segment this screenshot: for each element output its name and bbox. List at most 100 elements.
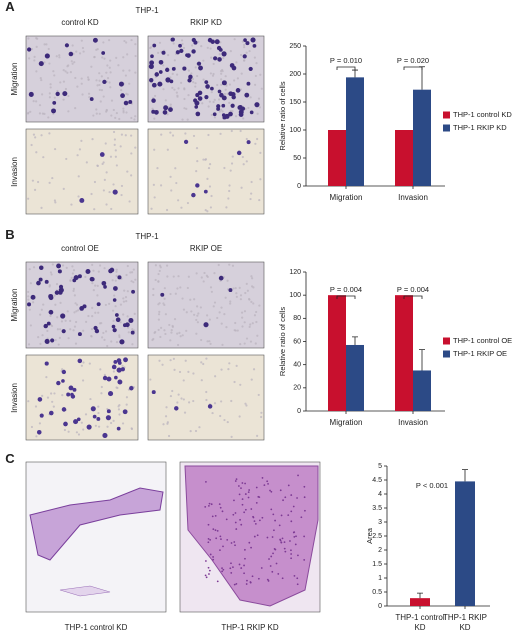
cell: [238, 109, 244, 115]
pore: [211, 411, 214, 415]
nucleus: [219, 549, 221, 552]
cell: [221, 103, 226, 108]
pore: [49, 83, 52, 86]
pore: [238, 286, 241, 289]
cell: [174, 406, 179, 411]
cell: [243, 38, 247, 42]
pore: [157, 313, 161, 316]
pore: [125, 273, 128, 277]
pore: [165, 208, 169, 212]
cell: [230, 103, 235, 108]
pore: [247, 106, 250, 110]
pore: [112, 130, 116, 134]
cell: [56, 380, 61, 386]
pore: [247, 297, 251, 301]
pore: [209, 72, 212, 75]
p-value: P < 0.001: [416, 481, 448, 490]
pore: [125, 111, 128, 114]
pore: [112, 419, 115, 422]
cell: [27, 47, 32, 52]
pore: [94, 424, 97, 427]
pore: [108, 190, 111, 194]
pore: [98, 79, 101, 82]
nucleus: [220, 538, 222, 541]
pore: [82, 361, 85, 364]
pore: [51, 400, 54, 403]
cell: [82, 304, 87, 309]
nucleus: [260, 567, 263, 569]
pore: [160, 326, 163, 329]
nucleus: [289, 540, 291, 542]
cell: [72, 387, 77, 392]
pore: [109, 155, 113, 158]
pore: [171, 72, 174, 75]
pore: [115, 341, 119, 344]
nucleus: [266, 480, 269, 483]
cell: [175, 50, 180, 55]
micrograph-frame: [147, 128, 265, 215]
pore: [61, 264, 65, 267]
nucleus: [296, 497, 298, 499]
nucleus: [205, 480, 207, 483]
nucleus: [235, 528, 238, 530]
pore: [114, 305, 117, 308]
pore: [89, 397, 92, 401]
pore: [233, 380, 236, 384]
pore: [115, 56, 118, 59]
pore: [175, 91, 178, 94]
pore: [158, 264, 162, 267]
pore: [77, 195, 80, 198]
pore: [186, 201, 190, 205]
pore: [80, 139, 83, 142]
pore: [219, 41, 222, 44]
pore: [235, 295, 238, 298]
nucleus: [244, 508, 247, 511]
pore: [223, 312, 226, 316]
pore: [202, 280, 205, 283]
nucleus: [253, 520, 256, 523]
pore: [152, 287, 155, 291]
panel-title: THP-1: [135, 6, 159, 15]
nucleus: [270, 508, 273, 511]
nucleus: [237, 485, 240, 487]
pore: [98, 88, 101, 91]
pore: [121, 422, 125, 425]
pore: [241, 155, 244, 159]
pore: [217, 263, 220, 267]
cell: [123, 357, 128, 363]
pore: [113, 294, 116, 297]
pore: [176, 343, 180, 347]
pore: [119, 303, 123, 306]
nucleus: [238, 493, 241, 496]
pore: [81, 379, 85, 382]
cell: [128, 99, 133, 104]
cell: [30, 294, 36, 300]
cell: [231, 94, 236, 100]
pore: [180, 81, 183, 84]
pore: [96, 294, 99, 297]
nucleus: [244, 548, 246, 551]
pore: [27, 197, 30, 200]
nucleus: [273, 529, 275, 532]
pore: [256, 434, 259, 437]
pore: [218, 110, 221, 113]
nucleus: [271, 536, 274, 538]
pore: [210, 91, 213, 94]
pore: [134, 278, 137, 281]
nucleus: [297, 474, 299, 477]
cell: [61, 329, 66, 334]
pore: [70, 276, 73, 279]
pore: [188, 401, 191, 404]
pore: [209, 47, 212, 50]
pore: [174, 167, 177, 170]
pore: [248, 325, 251, 329]
pore: [56, 328, 59, 331]
cell: [77, 274, 82, 279]
pore: [55, 55, 58, 58]
pore: [220, 72, 223, 75]
pore: [153, 94, 157, 98]
y-tick-label: 50: [293, 155, 301, 162]
pore: [40, 134, 43, 137]
cell: [221, 80, 227, 86]
